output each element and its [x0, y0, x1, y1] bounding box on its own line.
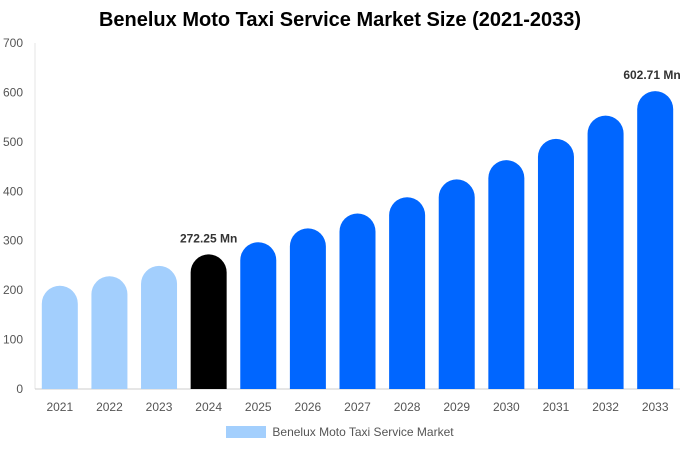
y-tick-label: 200: [3, 283, 23, 297]
data-label-2033: 602.71 Mn: [623, 68, 680, 82]
y-tick-label: 300: [3, 234, 23, 248]
x-tick-label: 2022: [96, 400, 123, 414]
y-tick-label: 600: [3, 85, 23, 99]
data-label-2024: 272.25 Mn: [180, 231, 237, 245]
x-tick-label: 2023: [146, 400, 173, 414]
y-tick-label: 0: [16, 382, 23, 396]
bar-2023: [141, 265, 178, 389]
x-tick-label: 2025: [245, 400, 272, 414]
bar-2026: [289, 228, 326, 389]
y-tick-label: 500: [3, 135, 23, 149]
bar-2033: [637, 91, 674, 390]
x-tick-label: 2028: [394, 400, 421, 414]
legend-label: Benelux Moto Taxi Service Market: [272, 425, 454, 439]
x-tick-label: 2024: [195, 400, 222, 414]
bar-2028: [389, 197, 426, 389]
x-tick-label: 2032: [592, 400, 619, 414]
bar-2030: [488, 160, 525, 389]
x-tick-label: 2030: [493, 400, 520, 414]
legend-swatch: [226, 426, 267, 438]
legend: Benelux Moto Taxi Service Market: [0, 425, 680, 439]
y-tick-label: 400: [3, 184, 23, 198]
bar-2024: [190, 254, 227, 389]
bar-2021: [41, 285, 78, 389]
bar-2027: [339, 213, 376, 389]
x-tick-label: 2021: [46, 400, 73, 414]
bar-2031: [537, 138, 574, 389]
x-tick-label: 2031: [543, 400, 570, 414]
bar-2025: [240, 242, 277, 389]
chart-title: Benelux Moto Taxi Service Market Size (2…: [98, 9, 582, 31]
bar-2022: [91, 276, 128, 389]
x-tick-label: 2029: [443, 400, 470, 414]
x-tick-label: 2026: [295, 400, 322, 414]
y-tick-label: 100: [3, 333, 23, 347]
x-tick-label: 2033: [642, 400, 669, 414]
bar-2029: [438, 179, 475, 389]
y-tick-label: 700: [3, 36, 23, 50]
x-tick-label: 2027: [344, 400, 371, 414]
bar-2032: [587, 115, 624, 389]
